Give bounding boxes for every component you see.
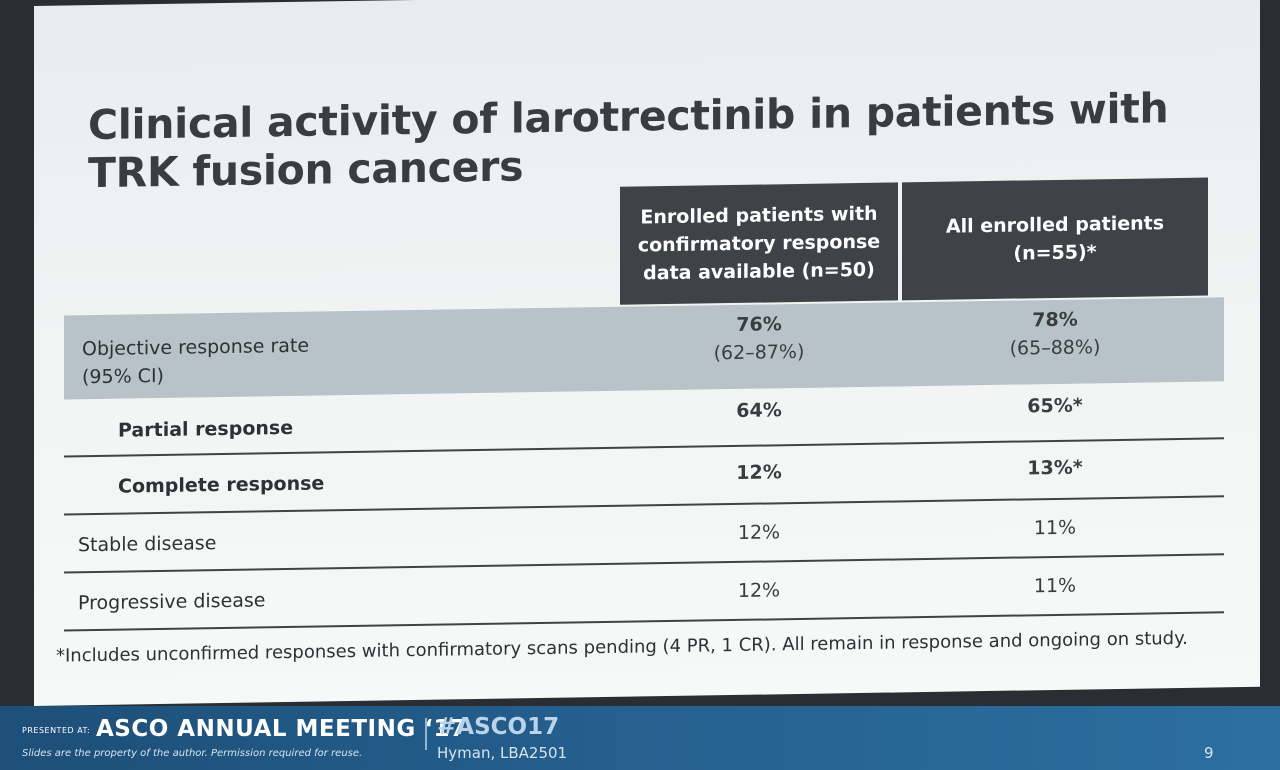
row-label-line1: Objective response rate — [82, 334, 310, 361]
cell-value-ci: (65–88%) — [1009, 336, 1101, 360]
footer-bar: PRESENTED AT: ASCO ANNUAL MEETING ‘17 #A… — [0, 706, 1280, 770]
cell-value: 78% (65–88%) — [902, 304, 1208, 365]
author-citation: Hyman, LBA2501 — [437, 744, 568, 762]
cell-value: 12% — [737, 579, 781, 602]
property-notice: Slides are the property of the author. P… — [22, 748, 363, 759]
cell-value: 13%* — [1027, 456, 1083, 480]
row-label: Objective response rate (95% CI) — [82, 332, 309, 392]
presented-at-label: PRESENTED AT: — [22, 726, 91, 735]
cell-value: 76% (62–87%) — [620, 308, 898, 368]
row-label: Partial response — [118, 416, 294, 442]
cell-value: 64% — [736, 399, 782, 422]
cell-value: 11% — [1033, 516, 1077, 540]
row-label: Stable disease — [78, 532, 217, 557]
slide: Clinical activity of larotrectinib in pa… — [34, 0, 1260, 706]
cell-value: 65%* — [1027, 394, 1083, 418]
cell-value-main: 76% — [736, 313, 782, 336]
cell-value: 12% — [737, 521, 781, 544]
cell-value: 12% — [736, 461, 782, 484]
cell-value-ci: (62–87%) — [713, 340, 805, 365]
header-col-all: All enrolled patients (n=55)* — [902, 177, 1208, 301]
cell-value: 11% — [1033, 574, 1077, 598]
header-col-confirmed: Enrolled patients with confirmatory resp… — [620, 182, 898, 305]
footnote: *Includes unconfirmed responses with con… — [56, 627, 1188, 667]
hashtag: #ASCO17 — [437, 714, 560, 740]
page-number: 9 — [1204, 744, 1214, 762]
row-label: Complete response — [118, 472, 325, 498]
footer-divider — [425, 718, 427, 750]
row-label: Progressive disease — [78, 589, 266, 615]
meeting-name: ASCO ANNUAL MEETING ‘17 — [96, 716, 467, 742]
row-label-line2: (95% CI) — [82, 364, 164, 389]
